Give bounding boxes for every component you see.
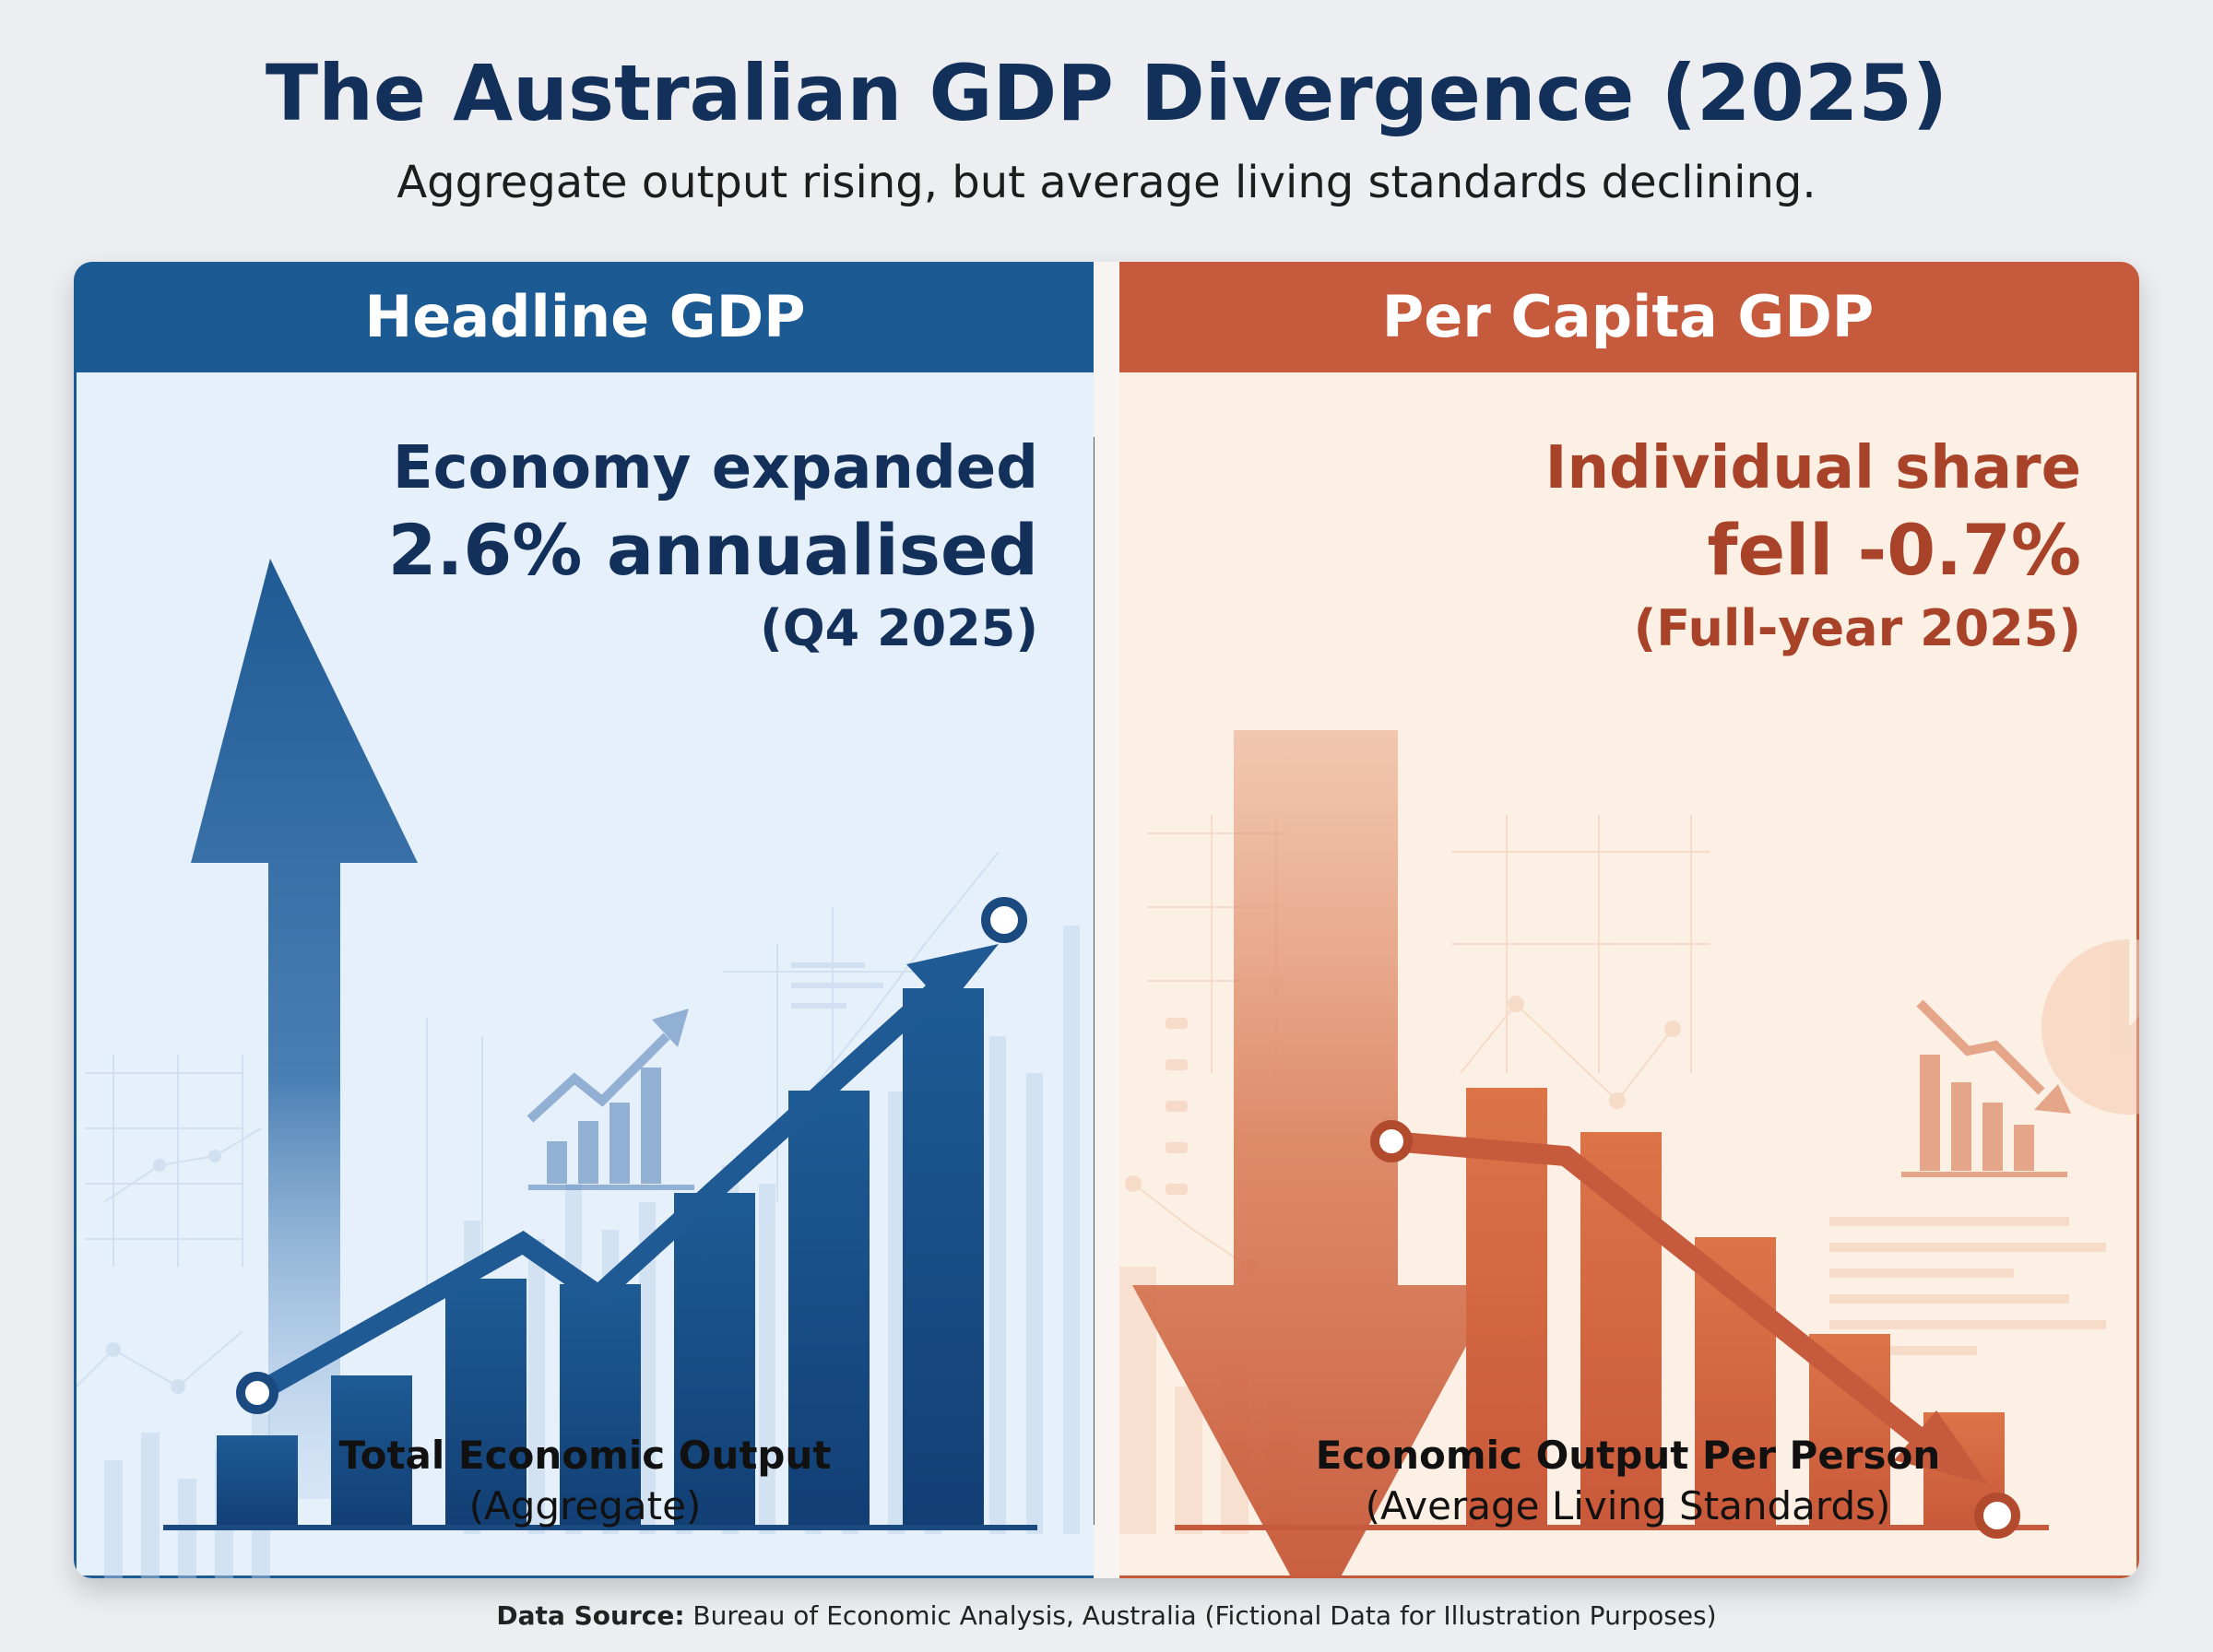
page-title: The Australian GDP Divergence (2025) (265, 48, 1948, 138)
per-capita-stat-value: fell -0.7% (1707, 509, 2082, 591)
headline-stat-line1: Economy expanded (392, 434, 1038, 502)
headline-caption-main: Total Economic Output (338, 1433, 832, 1478)
headline-gdp-header: Headline GDP (77, 262, 1094, 372)
data-source-note: Data Source: Bureau of Economic Analysis… (0, 1600, 2213, 1631)
headline-caption-sub: (Aggregate) (468, 1483, 702, 1528)
per-capita-gdp-stat: Individual share fell -0.7% (Full-year 2… (1545, 428, 2081, 666)
comparison-card: Headline GDP (74, 262, 2139, 1578)
headline-gdp-bars (217, 988, 984, 1527)
per-capita-gdp-caption: Economic Output Per Person (Average Livi… (1119, 1431, 2136, 1532)
headline-gdp-panel: Headline GDP (74, 262, 1094, 1578)
trend-up-chart-icon (527, 1009, 694, 1190)
per-capita-stat-line1: Individual share (1544, 434, 2081, 502)
data-source-text: Bureau of Economic Analysis, Australia (… (692, 1600, 1717, 1631)
per-capita-gdp-visual (1119, 730, 2139, 1578)
per-capita-gdp-panel: Per Capita GDP (1119, 262, 2139, 1578)
falling-trend-line (1370, 1120, 2020, 1539)
per-capita-caption-sub: (Average Living Standards) (1365, 1483, 1891, 1528)
per-capita-gdp-header: Per Capita GDP (1119, 262, 2136, 372)
up-arrow-icon (191, 559, 418, 1499)
headline-gdp-stat: Economy expanded 2.6% annualised (Q4 202… (388, 428, 1038, 666)
headline-bar-3 (445, 1279, 527, 1527)
per-capita-gdp-bars (1466, 1088, 2005, 1527)
trend-down-chart-icon (1901, 999, 2071, 1177)
down-arrow-icon (1132, 730, 1499, 1578)
headline-gdp-visual (77, 559, 1080, 1578)
per-capita-stat-period: (Full-year 2025) (1633, 599, 2081, 657)
headline-bar-4 (560, 1284, 641, 1527)
headline-stat-period: (Q4 2025) (760, 599, 1038, 657)
pie-chart-icon (2041, 938, 2139, 1115)
right-baseline (1175, 1525, 2049, 1530)
headline-stat-value: 2.6% annualised (387, 509, 1038, 591)
rising-trend-line (236, 897, 1027, 1414)
data-source-label: Data Source: (496, 1600, 685, 1631)
per-capita-caption-main: Economic Output Per Person (1315, 1433, 1941, 1478)
headline-bar-1 (217, 1435, 298, 1527)
headline-bar-2 (331, 1375, 412, 1527)
left-baseline (163, 1525, 1037, 1530)
headline-bar-6 (788, 1091, 870, 1527)
headline-gdp-caption: Total Economic Output (Aggregate) (77, 1431, 1094, 1532)
headline-bar-7 (903, 988, 984, 1527)
panel-divider (1094, 262, 1119, 1578)
headline-bar-5 (674, 1193, 755, 1527)
divider-line (1094, 437, 1095, 1525)
page-subtitle: Aggregate output rising, but average liv… (396, 157, 1817, 208)
